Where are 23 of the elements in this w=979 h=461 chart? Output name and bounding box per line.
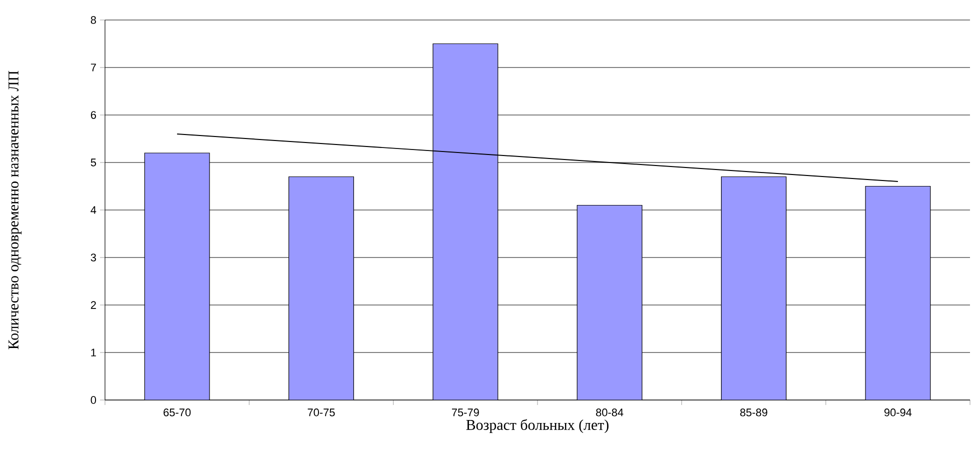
- bar: [721, 176, 786, 400]
- bar: [576, 204, 642, 400]
- y-tick-label: 1: [91, 348, 96, 356]
- bar: [432, 43, 498, 400]
- y-tick-label: 5: [90, 158, 96, 166]
- y-tick-label: 6: [90, 111, 96, 119]
- y-tick-label: 2: [90, 301, 96, 309]
- x-tick-label: 80-84: [596, 408, 624, 416]
- bar: [144, 152, 210, 400]
- y-axis-title: Количество одновременно назначенных ЛП: [8, 70, 22, 350]
- x-tick-label: 70-75: [308, 408, 335, 416]
- y-tick-label: 4: [90, 206, 96, 214]
- x-tick-label: 65-70: [164, 408, 191, 416]
- x-tick-label: 75-79: [452, 408, 479, 416]
- y-tick-label: 7: [90, 64, 96, 72]
- x-tick-label: 85-89: [740, 408, 768, 416]
- bar: [865, 186, 931, 400]
- y-tick-label: 3: [90, 254, 96, 262]
- bar: [288, 176, 354, 400]
- x-tick-label: 90-94: [884, 408, 912, 416]
- x-axis-title: Возраст больных (лет): [466, 419, 608, 434]
- y-tick-label: 8: [90, 16, 96, 24]
- y-tick-label: 0: [90, 396, 96, 404]
